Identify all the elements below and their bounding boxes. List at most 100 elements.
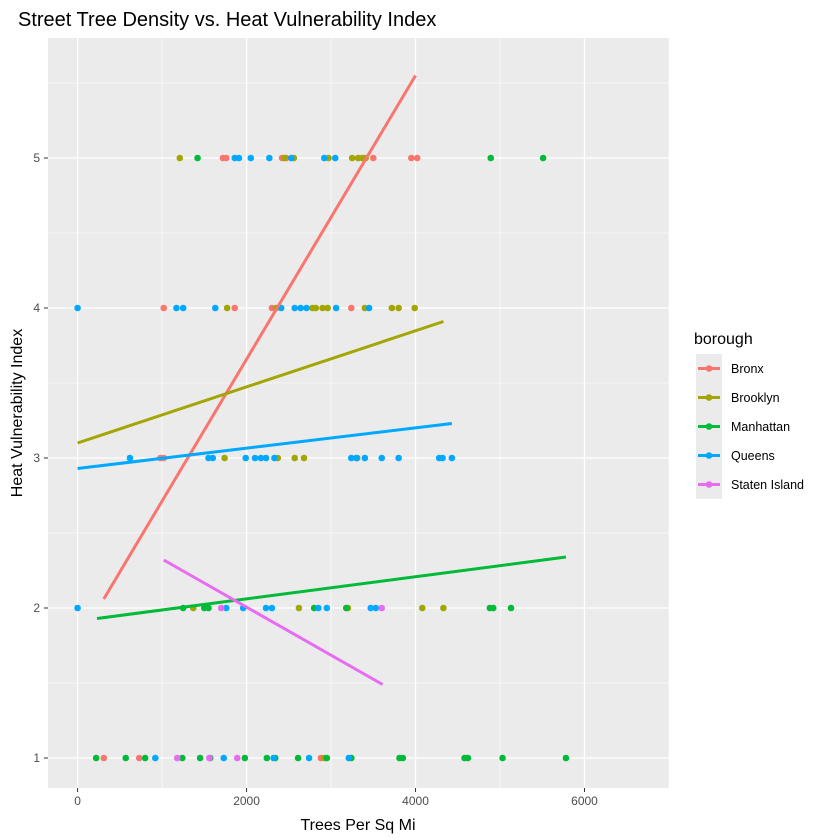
point-brooklyn (281, 154, 288, 162)
point-queens (211, 304, 219, 312)
legend-key-point (705, 481, 713, 488)
y-tick-label: 4 (33, 301, 40, 315)
point-queens (209, 454, 217, 462)
point-queens (332, 304, 340, 312)
point-brooklyn (312, 304, 320, 312)
y-tick-label: 1 (33, 751, 40, 765)
point-queens (126, 454, 134, 462)
x-tick-label: 6000 (571, 794, 598, 808)
x-tick-label: 4000 (402, 794, 429, 808)
point-queens (448, 454, 456, 462)
x-axis-title: Trees Per Sq Mi (301, 817, 416, 834)
point-brooklyn (300, 454, 308, 462)
y-axis: 1 2 3 4 5 (33, 151, 48, 765)
point-bronx (369, 154, 377, 162)
point-queens (395, 454, 402, 462)
point-bronx (231, 304, 239, 312)
trend-line-manhattan (96, 555, 567, 620)
point-queens (242, 454, 250, 462)
point-queens (348, 454, 355, 462)
y-axis-title: Heat Vulnerability Index (9, 329, 26, 497)
point-queens (331, 154, 339, 162)
legend: borough Bronx Brooklyn Manhattan Queens Stat… (694, 331, 804, 499)
legend-label: Queens (731, 449, 775, 463)
legend-items: Bronx Brooklyn Manhattan Queens Staten Islan… (696, 354, 804, 499)
point-staten-island (173, 754, 181, 762)
point-brooklyn (411, 304, 418, 312)
trend-lines (77, 74, 567, 686)
point-manhattan (179, 754, 186, 762)
point-manhattan (294, 754, 302, 762)
point-bronx (408, 154, 415, 162)
point-queens (305, 754, 313, 762)
legend-label: Manhattan (731, 420, 790, 434)
y-tick-label: 2 (33, 601, 40, 615)
point-staten-island (233, 754, 241, 762)
point-manhattan (464, 754, 472, 762)
point-brooklyn (223, 304, 231, 312)
point-queens (173, 304, 180, 312)
point-manhattan (122, 754, 130, 762)
legend-label: Brooklyn (731, 391, 780, 405)
point-queens (266, 154, 273, 162)
point-manhattan (92, 754, 100, 762)
y-tick-label: 5 (33, 151, 40, 165)
point-queens (361, 454, 369, 462)
legend-key-point (705, 452, 713, 459)
point-queens (270, 754, 277, 762)
point-manhattan (323, 754, 331, 762)
point-staten-island (217, 604, 225, 612)
legend-item-manhattan: Manhattan (696, 412, 790, 441)
point-staten-island (378, 604, 386, 612)
legend-key-point (705, 365, 713, 372)
point-queens (303, 304, 310, 312)
point-bronx (135, 754, 143, 762)
point-manhattan (196, 754, 204, 762)
point-queens (315, 604, 322, 612)
point-manhattan (507, 604, 515, 612)
point-queens (353, 454, 360, 462)
point-manhattan (342, 604, 350, 612)
legend-item-staten-island: Staten Island (696, 470, 804, 499)
point-staten-island (206, 754, 213, 762)
point-manhattan (487, 154, 495, 162)
point-queens (74, 604, 81, 612)
point-manhattan (141, 754, 149, 762)
data-points (74, 154, 570, 762)
point-queens (291, 304, 299, 312)
point-brooklyn (418, 604, 426, 612)
point-manhattan (399, 754, 407, 762)
legend-item-brooklyn: Brooklyn (696, 383, 780, 412)
trend-line-staten-island (163, 558, 384, 686)
point-queens (257, 454, 265, 462)
point-manhattan (205, 604, 212, 612)
point-brooklyn (395, 304, 402, 312)
point-queens (372, 604, 380, 612)
point-queens (297, 304, 304, 312)
point-manhattan (489, 604, 497, 612)
legend-key-point (705, 394, 713, 401)
point-bronx (413, 154, 421, 162)
point-queens (378, 454, 386, 462)
legend-item-queens: Queens (696, 441, 775, 470)
point-brooklyn (221, 454, 228, 462)
point-bronx (348, 304, 355, 312)
x-tick-label: 0 (74, 794, 81, 808)
point-queens (323, 604, 331, 612)
point-brooklyn (319, 304, 326, 312)
point-queens (262, 454, 270, 462)
y-tick-label: 3 (33, 451, 40, 465)
point-queens (320, 154, 328, 162)
point-manhattan (562, 754, 570, 762)
point-manhattan (263, 754, 271, 762)
point-bronx (100, 754, 108, 762)
legend-item-bronx: Bronx (696, 354, 764, 383)
x-tick-label: 2000 (233, 794, 260, 808)
point-bronx (222, 154, 230, 162)
legend-label: Bronx (731, 362, 764, 376)
point-queens (439, 454, 446, 462)
point-queens (271, 454, 278, 462)
point-queens (345, 754, 353, 762)
point-queens (74, 304, 81, 312)
